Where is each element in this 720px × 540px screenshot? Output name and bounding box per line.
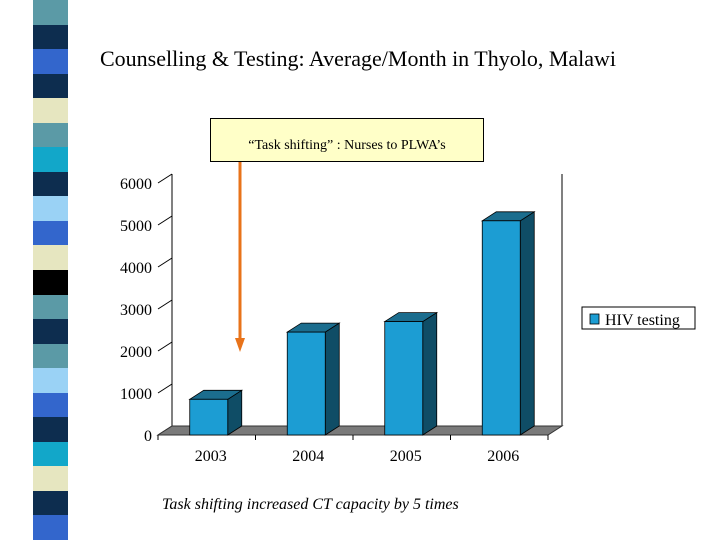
y-tick-label: 0 [144, 428, 152, 445]
chart-caption: Task shifting increased CT capacity by 5… [162, 496, 459, 513]
bar [286, 331, 326, 436]
sidebar-stripe [33, 122, 68, 148]
x-tick-label: 2003 [195, 448, 227, 465]
sidebar-stripe [33, 245, 68, 271]
sidebar-stripe [33, 490, 68, 516]
legend-label: HIV testing [605, 312, 680, 329]
sidebar-stripe [33, 368, 68, 394]
sidebar-stripe [33, 319, 68, 345]
sidebar-stripe [33, 392, 68, 418]
sidebar-stripe [33, 466, 68, 492]
sidebar-stripe [33, 343, 68, 369]
bar [384, 321, 424, 436]
x-tick-label: 2006 [487, 448, 519, 465]
sidebar-stripe [33, 515, 68, 540]
annotation-arrowhead [235, 338, 245, 352]
y-tick-label: 3000 [120, 302, 152, 319]
gridline-depth [157, 257, 173, 268]
sidebar-stripe [33, 49, 68, 75]
y-tick-label: 6000 [120, 176, 152, 193]
slide-title: Counselling & Testing: Average/Month in … [100, 46, 617, 71]
bar [481, 220, 521, 436]
sidebar-stripe [33, 98, 68, 124]
gridline-depth [157, 383, 173, 394]
sidebar-stripe [33, 417, 68, 443]
y-tick-label: 2000 [120, 344, 152, 361]
legend-box [581, 306, 696, 330]
sidebar-stripe [33, 73, 68, 99]
x-tick-label: 2004 [292, 448, 324, 465]
chart-legend: HIV testing [581, 306, 696, 330]
sidebar-stripe [33, 171, 68, 197]
y-tick-label: 4000 [120, 260, 152, 277]
chart-back-wall [172, 174, 562, 426]
sidebar-stripe [33, 24, 68, 50]
bar-side [324, 322, 340, 436]
x-tick-label: 2005 [390, 448, 422, 465]
y-tick-label: 1000 [120, 386, 152, 403]
sidebar-stripe [33, 196, 68, 222]
sidebar-stripe [33, 0, 68, 26]
legend-swatch [589, 313, 600, 325]
gridline-depth [157, 341, 173, 352]
sidebar-stripe [33, 147, 68, 173]
sidebar-stripe [33, 270, 68, 296]
bar-side [519, 211, 535, 436]
gridline-depth [157, 173, 173, 184]
gridline-depth [157, 215, 173, 226]
sidebar-stripe [33, 441, 68, 467]
task-shifting-callout: “Task shifting” : Nurses to PLWA’s [210, 118, 484, 162]
sidebar-stripe [33, 220, 68, 246]
bar [189, 398, 229, 436]
y-tick-label: 5000 [120, 218, 152, 235]
decorative-sidebar [0, 0, 68, 540]
bar-side [422, 311, 438, 436]
sidebar-stripe [33, 294, 68, 320]
gridline-depth [157, 299, 173, 310]
